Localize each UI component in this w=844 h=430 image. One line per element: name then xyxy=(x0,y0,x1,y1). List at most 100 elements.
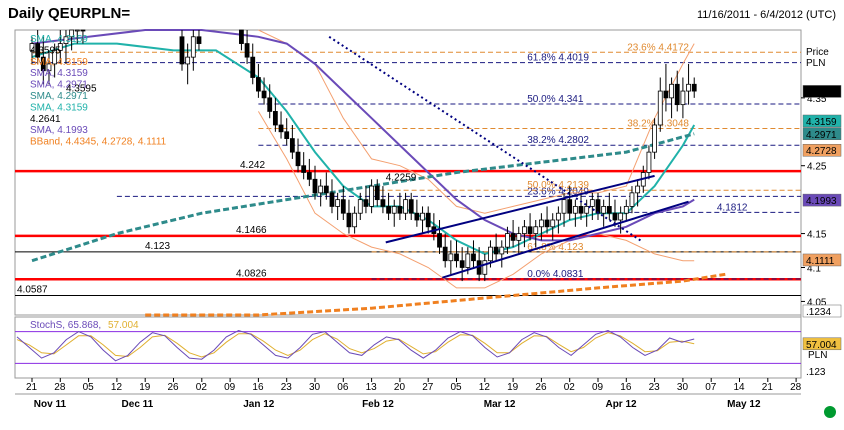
bband-line-4 xyxy=(258,29,695,214)
bollinger-bands xyxy=(257,29,695,289)
x-tick-label-22: 23 xyxy=(649,382,661,393)
fib-label-9: 0.0% 4.0831 xyxy=(527,269,584,280)
candle-body-51 xyxy=(448,253,454,262)
candle-body-13 xyxy=(196,36,202,44)
candle-body-9 xyxy=(80,29,86,32)
x-tick-label-9: 23 xyxy=(281,382,293,393)
bband-line-5 xyxy=(257,111,695,289)
candle-body-25 xyxy=(301,165,307,173)
candle-body-23 xyxy=(289,138,295,153)
y-tick-label-1: 4.25 xyxy=(807,162,827,173)
stoch-label-k: StochS, 65.868, xyxy=(30,320,101,331)
x-month-label-4: Mar 12 xyxy=(484,399,516,410)
x-tick-label-15: 05 xyxy=(451,382,463,393)
price-tag-bg-3 xyxy=(802,143,842,157)
x-tick-label-3: 12 xyxy=(111,382,123,393)
status-dot[interactable] xyxy=(824,406,836,418)
candle-body-71 xyxy=(561,199,567,214)
legend-entry-7: 4.2641 xyxy=(30,114,61,125)
candle-body-34 xyxy=(352,212,358,228)
stoch-k-line xyxy=(16,329,695,362)
candle-body-74 xyxy=(578,206,584,214)
candle-body-52 xyxy=(454,253,459,262)
legend-entry-9: BBand, 4.4345, 4.2728, 4.1111 xyxy=(30,137,167,148)
price-tags: 4.3595 4.3159 4.2971 4.2728 4.1993 4.1111 .123… xyxy=(802,85,842,318)
candle-body-35 xyxy=(357,199,363,214)
x-tick-label-27: 28 xyxy=(790,382,802,393)
price-tag-label-3: 4.2728 xyxy=(806,146,837,157)
candle-body-12 xyxy=(190,36,196,58)
x-tick-label-10: 30 xyxy=(309,382,321,393)
candle-body-91 xyxy=(674,83,680,106)
price-tag-bg-0 xyxy=(802,85,842,98)
candle-body-64 xyxy=(522,226,527,234)
x-tick-label-6: 02 xyxy=(196,382,208,393)
candle-body-30 xyxy=(329,192,335,207)
x-tick-label-16: 12 xyxy=(479,382,491,393)
candle-body-76 xyxy=(589,199,595,207)
sma-line-3 xyxy=(145,272,726,317)
x-tick-label-20: 09 xyxy=(592,382,604,393)
price-tag-bg-2 xyxy=(802,127,842,141)
price-tag-label-5: 4.1111 xyxy=(806,256,835,267)
candle-body-83 xyxy=(629,192,635,207)
candle-body-17 xyxy=(255,77,261,92)
legend-entry-1: 4.3595 xyxy=(30,45,61,56)
price-tag-bg-1 xyxy=(802,114,842,128)
x-tick-label-8: 16 xyxy=(252,382,264,393)
candle-body-11 xyxy=(185,56,191,65)
candle-body-26 xyxy=(306,172,312,180)
trend-dotted-line xyxy=(328,35,641,242)
candle-body-78 xyxy=(601,206,607,214)
candle-body-31 xyxy=(335,199,341,207)
legend-entry-5: SMA, 4.2971 xyxy=(30,91,88,102)
candle-body-47 xyxy=(425,212,431,228)
x-tick-label-13: 20 xyxy=(394,382,406,393)
candles xyxy=(29,29,697,282)
candle-body-87 xyxy=(652,124,657,153)
candle-body-36 xyxy=(363,199,369,207)
fib-label-7: 4.1812 xyxy=(717,202,748,213)
legend-entry-4: SMA, 4.2971 xyxy=(30,80,88,91)
x-tick-label-23: 30 xyxy=(677,382,689,393)
candle-body-21 xyxy=(278,124,284,133)
price-tag-label-0: 4.3595 xyxy=(806,87,837,98)
candle-body-65 xyxy=(527,226,533,234)
candle-body-10 xyxy=(179,36,185,65)
channel-line-0 xyxy=(385,174,655,244)
candle-body-40 xyxy=(386,206,391,214)
candle-body-37 xyxy=(369,185,375,207)
candle-body-70 xyxy=(555,212,561,221)
y-tick-label-3: 4.1 xyxy=(807,264,821,275)
x-tick-label-24: 07 xyxy=(705,382,717,393)
annotation-1: 4.3595 xyxy=(66,83,97,94)
x-tick-label-1: 28 xyxy=(54,382,66,393)
candle-body-15 xyxy=(244,43,250,58)
y-tick-label-0: 4.35 xyxy=(807,94,827,105)
stoch-unit-label: PLN xyxy=(808,350,827,361)
price-tag-label-2: 4.2971 xyxy=(806,130,837,141)
x-tick-label-26: 21 xyxy=(762,382,774,393)
x-tick-label-2: 05 xyxy=(83,382,95,393)
candle-body-41 xyxy=(391,206,397,214)
x-axis: 21 28 05 12 19 26 02 09 16 23 30 06 13 20 27 05 12 19 26 02… xyxy=(15,378,802,410)
candle-body-43 xyxy=(403,199,408,214)
candle-body-7 xyxy=(69,29,75,38)
x-tick-label-21: 16 xyxy=(620,382,632,393)
candle-body-89 xyxy=(663,90,669,99)
fib-label-6: 50.0% 4.2139 xyxy=(527,180,589,191)
x-tick-label-19: 02 xyxy=(564,382,576,393)
fib-label-2: 50.0% 4.341 xyxy=(527,94,584,105)
candle-body-20 xyxy=(272,111,278,126)
candle-body-24 xyxy=(295,151,301,167)
level-label-3: 4.123 xyxy=(145,241,170,252)
candle-body-55 xyxy=(471,253,476,262)
candle-body-54 xyxy=(465,253,471,268)
candle-body-53 xyxy=(459,260,465,268)
candle-body-33 xyxy=(346,212,352,228)
candle-body-66 xyxy=(533,226,539,234)
x-tick-label-5: 26 xyxy=(168,382,180,393)
candle-body-68 xyxy=(544,219,550,228)
